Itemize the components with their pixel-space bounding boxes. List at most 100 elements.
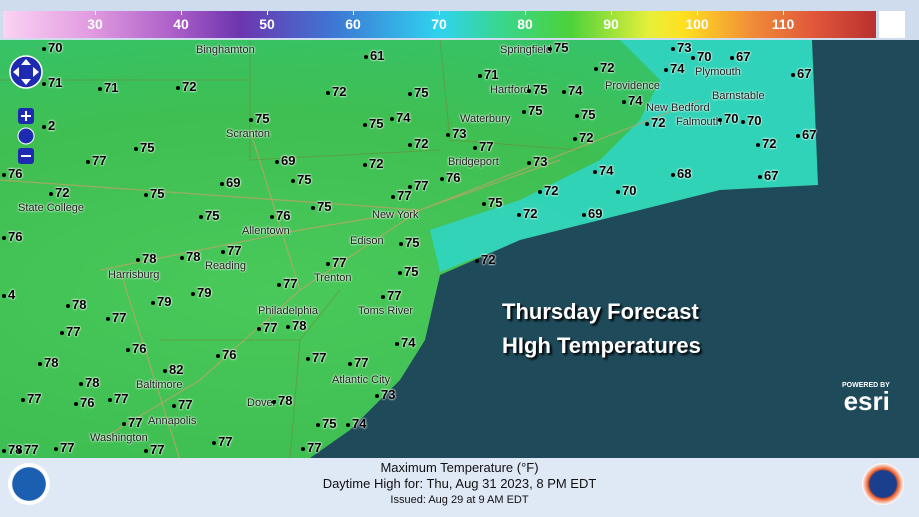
city-label: State College bbox=[18, 202, 85, 214]
city-label: New York bbox=[372, 209, 419, 221]
legend-tick-mark bbox=[611, 11, 612, 15]
temperature-point: 77 bbox=[390, 188, 412, 203]
temperature-point: 78 bbox=[37, 355, 59, 370]
temperature-point: 61 bbox=[363, 48, 385, 63]
city-label: Providence bbox=[605, 80, 661, 92]
temperature-point: 69 bbox=[274, 153, 296, 168]
temperature-point: 72 bbox=[593, 60, 615, 75]
temperature-point: 77 bbox=[211, 434, 233, 449]
temperature-point: 73 bbox=[670, 40, 692, 55]
temperature-point: 71 bbox=[477, 67, 499, 82]
temperature-point: 67 bbox=[729, 49, 751, 64]
legend-tick-label: 60 bbox=[345, 16, 361, 32]
temperature-point: 75 bbox=[398, 235, 420, 250]
noaa-logo[interactable] bbox=[8, 463, 50, 505]
temperature-point: 79 bbox=[190, 285, 212, 300]
city-label: Scranton bbox=[226, 128, 271, 140]
temperature-point: 72 bbox=[474, 252, 496, 267]
city-label: Springfield bbox=[500, 44, 552, 56]
legend-tick-mark bbox=[267, 11, 268, 15]
temperature-point: 2 bbox=[41, 118, 56, 133]
overlay-title-line-2: HIgh Temperatures bbox=[502, 333, 701, 358]
footer-title: Maximum Temperature (°F) bbox=[380, 460, 539, 475]
temperature-point: 74 bbox=[621, 93, 643, 108]
esri-brand: esri bbox=[843, 386, 890, 416]
temperature-point: 78 bbox=[1, 442, 23, 457]
temperature-point: 72 bbox=[755, 136, 777, 151]
city-label: Annapolis bbox=[148, 415, 197, 427]
temperature-point: 74 bbox=[663, 61, 685, 76]
legend-tick-mark bbox=[783, 11, 784, 15]
temperature-point: 70 bbox=[615, 183, 637, 198]
temperature-point: 76 bbox=[215, 347, 237, 362]
map-base bbox=[0, 40, 919, 458]
forecast-map[interactable]: Binghamton Springfield Hartford Providence P… bbox=[0, 40, 919, 458]
temperature-point: 74 bbox=[389, 110, 411, 125]
temperature-point: 75 bbox=[481, 195, 503, 210]
temperature-point: 73 bbox=[374, 387, 396, 402]
temperature-point: 72 bbox=[572, 130, 594, 145]
temperature-point: 72 bbox=[325, 84, 347, 99]
highways bbox=[0, 99, 701, 458]
temperature-point: 75 bbox=[143, 186, 165, 201]
temperature-point: 74 bbox=[561, 83, 583, 98]
temperature-point: 72 bbox=[48, 185, 70, 200]
temperature-point: 72 bbox=[362, 156, 384, 171]
temperature-point: 79 bbox=[150, 294, 172, 309]
legend-blank-box bbox=[879, 11, 905, 38]
esri-logo[interactable]: POWERED BY esri bbox=[842, 382, 890, 416]
legend-tick-label: 100 bbox=[685, 16, 709, 32]
temperature-point: 76 bbox=[1, 166, 23, 181]
plus-icon bbox=[21, 111, 31, 121]
temperature-point: 67 bbox=[790, 66, 812, 81]
temperature-point: 77 bbox=[121, 415, 143, 430]
temperature-point: 75 bbox=[574, 107, 596, 122]
city-label: Dover bbox=[247, 397, 277, 409]
nws-logo[interactable] bbox=[862, 463, 904, 505]
temperature-point: 78 bbox=[65, 297, 87, 312]
temperature-point: 75 bbox=[521, 103, 543, 118]
esri-powered-by: POWERED BY bbox=[842, 382, 890, 389]
temperature-point: 75 bbox=[315, 416, 337, 431]
temperature-point: 75 bbox=[407, 85, 429, 100]
temperature-point: 77 bbox=[256, 320, 278, 335]
city-label: Edison bbox=[350, 235, 384, 247]
temperature-point: 69 bbox=[219, 175, 241, 190]
footer-issued: Issued: Aug 29 at 9 AM EDT bbox=[390, 494, 529, 506]
temperature-point: 4 bbox=[1, 287, 16, 302]
temperature-point: 76 bbox=[269, 208, 291, 223]
city-label: Philadelphia bbox=[258, 305, 318, 317]
forecast-overlay-title: Thursday Forecast HIgh Temperatures bbox=[502, 295, 701, 363]
temperature-point: 77 bbox=[53, 440, 75, 455]
city-label: Waterbury bbox=[460, 113, 511, 125]
nearshore-water bbox=[430, 40, 818, 272]
temperature-point: 72 bbox=[175, 79, 197, 94]
temperature-point: 70 bbox=[717, 111, 739, 126]
legend-tick-label: 90 bbox=[603, 16, 619, 32]
temperature-point: 77 bbox=[325, 255, 347, 270]
temperature-point: 77 bbox=[105, 310, 127, 325]
legend-tick-mark bbox=[353, 11, 354, 15]
temperature-point: 69 bbox=[581, 206, 603, 221]
temperature-point: 70 bbox=[41, 40, 63, 55]
temperature-point: 76 bbox=[73, 395, 95, 410]
temperature-point: 72 bbox=[644, 115, 666, 130]
legend-tick-mark bbox=[181, 11, 182, 15]
city-label: Falmouth bbox=[676, 116, 722, 128]
temperature-point: 73 bbox=[526, 154, 548, 169]
temperature-point: 75 bbox=[362, 116, 384, 131]
temperature-point: 77 bbox=[380, 288, 402, 303]
city-label: Harrisburg bbox=[108, 269, 160, 281]
legend-tick-label: 30 bbox=[87, 16, 103, 32]
temperature-point: 77 bbox=[171, 397, 193, 412]
temperature-point: 78 bbox=[78, 375, 100, 390]
legend-tick-label: 70 bbox=[431, 16, 447, 32]
temperature-point: 75 bbox=[310, 199, 332, 214]
temperature-point: 75 bbox=[248, 111, 270, 126]
temperature-point: 77 bbox=[407, 178, 429, 193]
temperature-point: 75 bbox=[290, 172, 312, 187]
temperature-point: 78 bbox=[179, 249, 201, 264]
footer-valid-time: Daytime High for: Thu, Aug 31 2023, 8 PM… bbox=[322, 476, 597, 491]
city-label: Baltimore bbox=[136, 379, 183, 391]
pan-control bbox=[9, 55, 43, 89]
